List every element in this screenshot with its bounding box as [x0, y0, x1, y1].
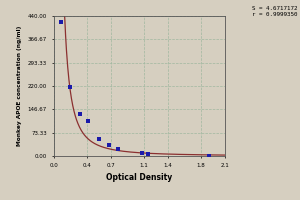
Point: [86, 119, 91, 123]
Point: [96, 137, 101, 140]
Point: [145, 153, 150, 156]
Point: [115, 147, 120, 151]
X-axis label: Optical Density: Optical Density: [106, 174, 172, 183]
Point: [206, 154, 211, 157]
Point: [58, 20, 63, 23]
Text: S = 4.6717172
r = 0.9999350: S = 4.6717172 r = 0.9999350: [251, 6, 297, 17]
Point: [68, 85, 73, 88]
Point: [78, 113, 82, 116]
Point: [107, 143, 112, 146]
Y-axis label: Monkey APOE concentration (ng/ml): Monkey APOE concentration (ng/ml): [17, 26, 22, 146]
Point: [140, 152, 144, 155]
